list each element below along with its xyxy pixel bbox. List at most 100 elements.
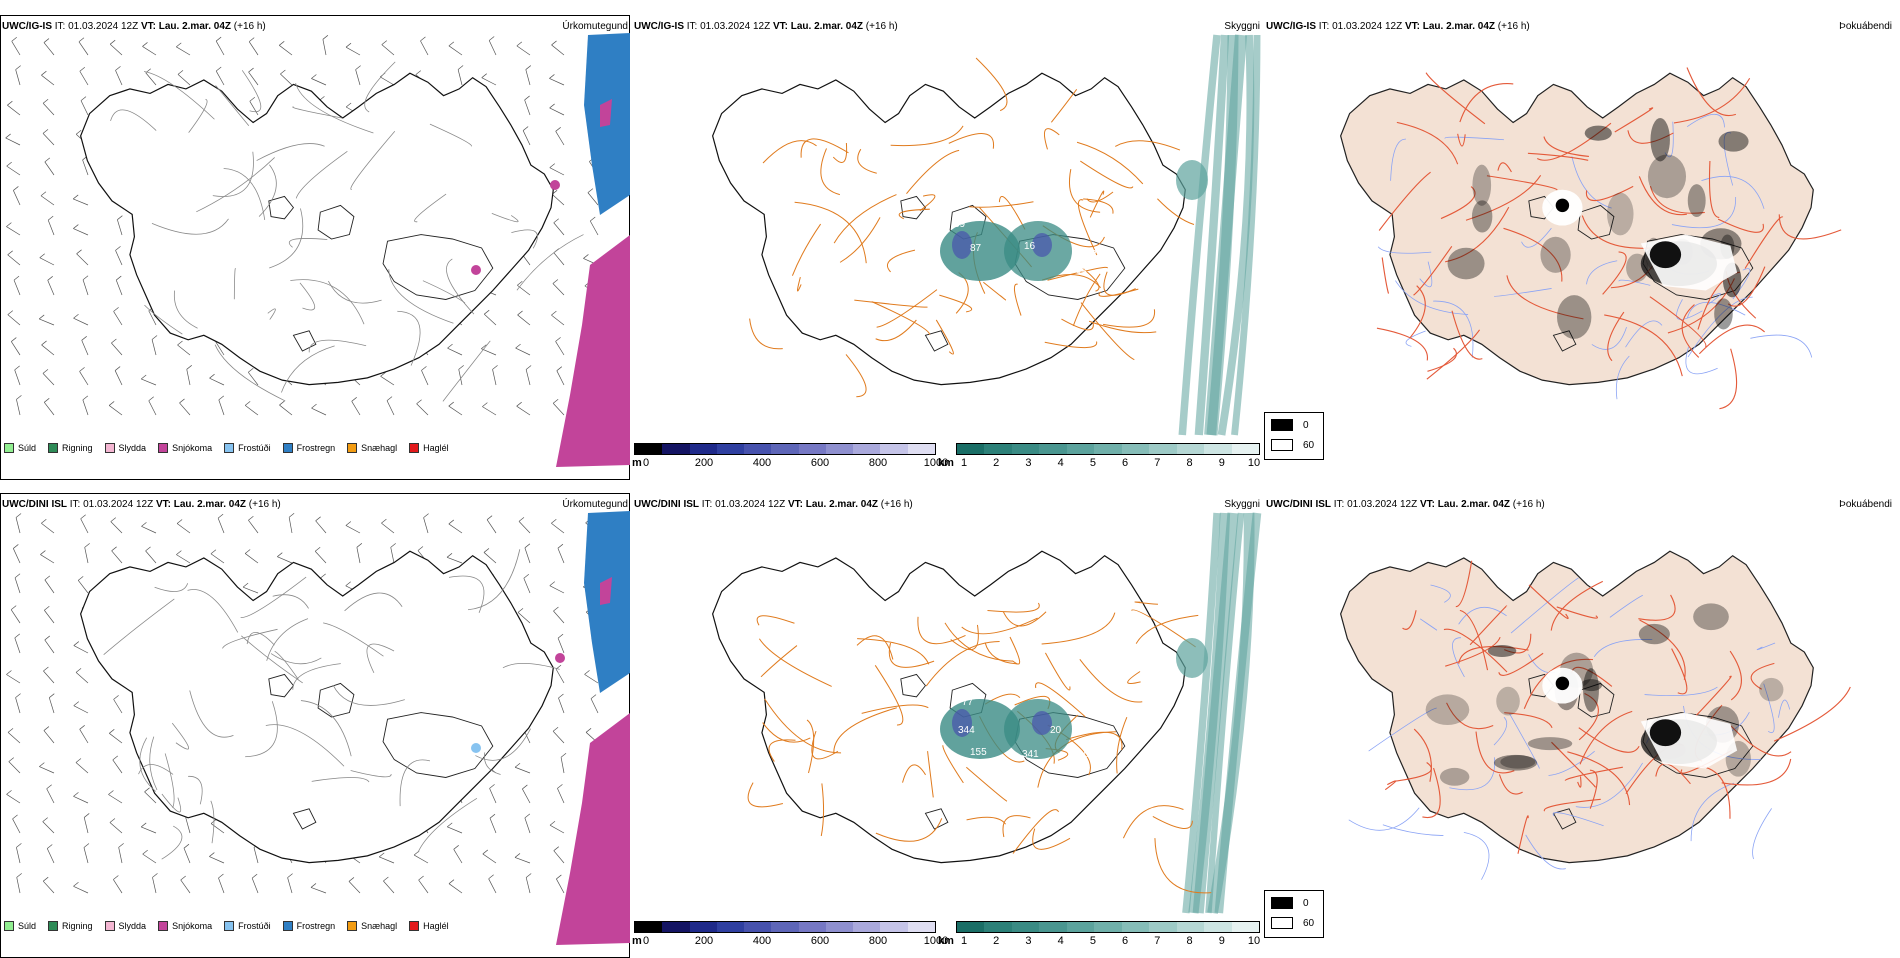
wind-barb (73, 796, 89, 804)
glacier-outline (1577, 682, 1615, 718)
wind-barb-feather (587, 188, 594, 193)
road-line (164, 753, 175, 808)
road-line (187, 589, 239, 633)
road-line (1503, 227, 1563, 282)
colorbar-tick-label: 1000 (923, 935, 949, 947)
fog-index-area (1471, 200, 1493, 233)
road-line (939, 294, 973, 313)
road-line (1032, 828, 1071, 850)
wind-barb (557, 788, 565, 804)
road-line (270, 653, 322, 665)
coastline (80, 72, 554, 386)
wind-barb (549, 167, 565, 176)
wind-barb (558, 697, 565, 714)
road-line (1528, 584, 1569, 619)
fog-panel-1: UWC/IG-IS IT: 01.03.2024 12Z VT: Lau. 2.… (1264, 15, 1894, 480)
wind-barb (15, 697, 21, 714)
colorbar-segment (1121, 444, 1150, 454)
wind-barb (549, 78, 565, 86)
road-line (927, 751, 934, 798)
wind-barb-feather (38, 314, 45, 320)
legend-item: Rigning (48, 921, 93, 931)
wind-barb (244, 405, 259, 416)
wind-barb (113, 879, 123, 894)
wind-barb (379, 856, 395, 864)
road-line (1076, 141, 1144, 185)
wind-barb-feather (345, 42, 352, 48)
colorbar-tick-label: 3 (1025, 457, 1032, 469)
wind-barb (522, 130, 531, 146)
wind-barb-feather (12, 814, 18, 820)
road-line (149, 736, 158, 791)
road-line (240, 576, 307, 618)
ceiling-value-label: 834 (1070, 265, 1087, 276)
wind-barb (13, 190, 21, 206)
road-line (222, 628, 278, 649)
road-line (1503, 633, 1532, 654)
colorbar-tick-label: 400 (752, 457, 772, 469)
road-line (1086, 191, 1114, 203)
road-line (171, 722, 190, 750)
precip-spot (555, 653, 565, 663)
colorbar-segment (662, 444, 690, 454)
road-line (1556, 606, 1598, 619)
wind-barb-feather (345, 521, 352, 526)
road-line (417, 797, 478, 853)
glacier-outline (900, 673, 927, 698)
colorbar-tick-label: 8 (1186, 935, 1193, 947)
wind-barb-feather (556, 366, 563, 371)
wind-barb-feather (525, 365, 532, 370)
wind-barb-feather (514, 762, 521, 768)
wind-barb (43, 670, 55, 684)
road-line (820, 783, 825, 837)
road-line (1644, 686, 1718, 696)
road-line (854, 299, 928, 308)
road-line (139, 737, 157, 792)
wind-barb-feather (49, 693, 55, 698)
panel-title: UWC/IG-IS IT: 01.03.2024 12Z VT: Lau. 2.… (2, 21, 266, 32)
wind-barb (248, 71, 259, 86)
wind-barb-feather (244, 549, 251, 554)
ceiling-unit: m (632, 935, 642, 947)
road-line (467, 549, 521, 611)
fog-index-area (1584, 125, 1612, 141)
wind-barb (6, 165, 21, 176)
legend-label: Frostregn (296, 443, 336, 453)
ceiling-ticks: 0 200 400 600 800 1000 (643, 457, 948, 471)
fog-index-area (1650, 118, 1670, 162)
wind-barb (46, 788, 55, 804)
road-line (1639, 619, 1686, 680)
wind-barb-feather (10, 605, 17, 610)
wind-barb-feather (311, 74, 317, 79)
road-line (1451, 310, 1483, 360)
wind-barb (525, 369, 531, 386)
precip-spot (471, 265, 481, 275)
wind-barb-feather (248, 37, 255, 42)
wind-barb (82, 159, 89, 176)
road-line (1750, 334, 1813, 358)
wind-barb (73, 645, 89, 654)
wind-barb (39, 257, 55, 266)
wind-barb (44, 639, 55, 654)
legend-item: Snæhagl (347, 921, 397, 931)
road-line (1551, 741, 1596, 788)
wind-barb (218, 877, 225, 894)
road-line (1727, 266, 1766, 307)
colorbar-segment (771, 922, 799, 932)
wind-barb (142, 46, 157, 56)
road-line (1440, 186, 1476, 220)
wind-barb (108, 405, 123, 416)
fog-index-area (1583, 668, 1599, 713)
wind-barb-feather (215, 66, 222, 72)
low-visibility-area (1176, 160, 1208, 200)
road-line (1730, 725, 1792, 757)
wind-barb-feather (552, 398, 559, 404)
wind-barb-feather (111, 338, 117, 344)
road-line (272, 594, 309, 609)
wind-barb (589, 220, 599, 236)
wind-barb-feather (77, 576, 84, 581)
wind-barb (457, 69, 463, 86)
wind-barb-feather (516, 401, 522, 407)
road-line (1459, 83, 1514, 123)
wind-barb (522, 788, 531, 804)
